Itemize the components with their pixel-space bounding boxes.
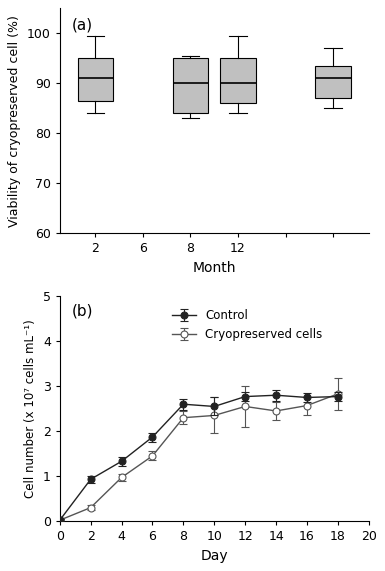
PathPatch shape	[78, 58, 113, 100]
Legend: Control, Cryopreserved cells: Control, Cryopreserved cells	[167, 304, 327, 346]
Text: (b): (b)	[72, 303, 94, 318]
Text: (a): (a)	[72, 17, 93, 33]
Y-axis label: Cell number (x 10⁷ cells mL⁻¹): Cell number (x 10⁷ cells mL⁻¹)	[24, 319, 37, 498]
X-axis label: Month: Month	[192, 261, 236, 275]
X-axis label: Day: Day	[201, 549, 228, 562]
Y-axis label: Viability of cryopreserved cell (%): Viability of cryopreserved cell (%)	[8, 15, 21, 227]
PathPatch shape	[315, 66, 351, 98]
PathPatch shape	[220, 58, 256, 103]
PathPatch shape	[173, 58, 208, 113]
